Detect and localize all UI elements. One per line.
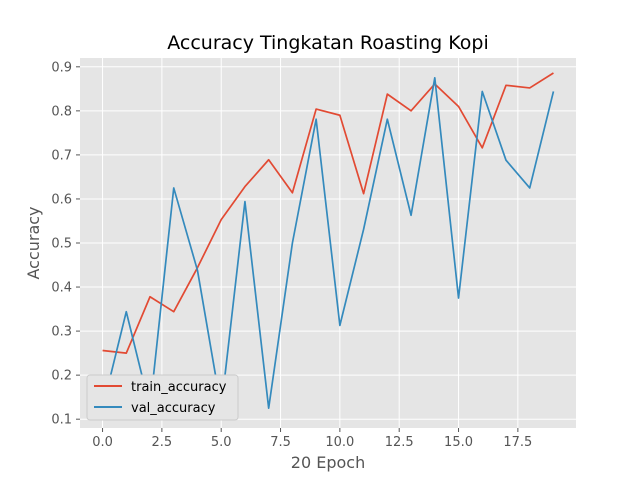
- x-axis-title: 20 Epoch: [291, 453, 365, 472]
- grid-lines: [80, 58, 576, 428]
- y-tick-label: 0.9: [51, 60, 72, 75]
- y-tick-label: 0.8: [51, 104, 72, 119]
- series-lines: [101, 72, 555, 410]
- x-tick-label: 12.5: [385, 435, 414, 450]
- y-tick-label: 0.7: [51, 148, 72, 163]
- y-tick-label: 0.4: [51, 281, 72, 296]
- x-tick-label: 7.5: [270, 435, 291, 450]
- series-line-train-accuracy: [102, 72, 554, 354]
- y-tick-label: 0.1: [51, 413, 72, 428]
- series-line-val-accuracy: [101, 76, 555, 410]
- x-tick-label: 2.5: [152, 435, 173, 450]
- legend: train_accuracy val_accuracy: [86, 374, 239, 421]
- x-tick-label: 15.0: [444, 435, 473, 450]
- y-axis-ticks: 0.1 0.2 0.3 0.4 0.5 0.6 0.7 0.8 0.9: [51, 60, 80, 428]
- y-tick-label: 0.3: [51, 325, 72, 340]
- legend-box: [86, 374, 239, 421]
- legend-label-val-accuracy: val_accuracy: [131, 401, 216, 416]
- y-tick-label: 0.2: [51, 369, 72, 384]
- legend-label-train-accuracy: train_accuracy: [131, 380, 227, 395]
- y-tick-label: 0.5: [51, 237, 72, 252]
- chart-title: Accuracy Tingkatan Roasting Kopi: [167, 32, 489, 54]
- x-tick-label: 10.0: [325, 435, 354, 450]
- x-tick-label: 17.5: [503, 435, 532, 450]
- x-tick-label: 0.0: [92, 435, 113, 450]
- y-tick-label: 0.6: [51, 192, 72, 207]
- y-axis-title: Accuracy: [24, 206, 43, 279]
- x-tick-label: 5.0: [211, 435, 232, 450]
- x-axis-ticks: 0.0 2.5 5.0 7.5 10.0 12.5 15.0 17.5: [92, 428, 532, 450]
